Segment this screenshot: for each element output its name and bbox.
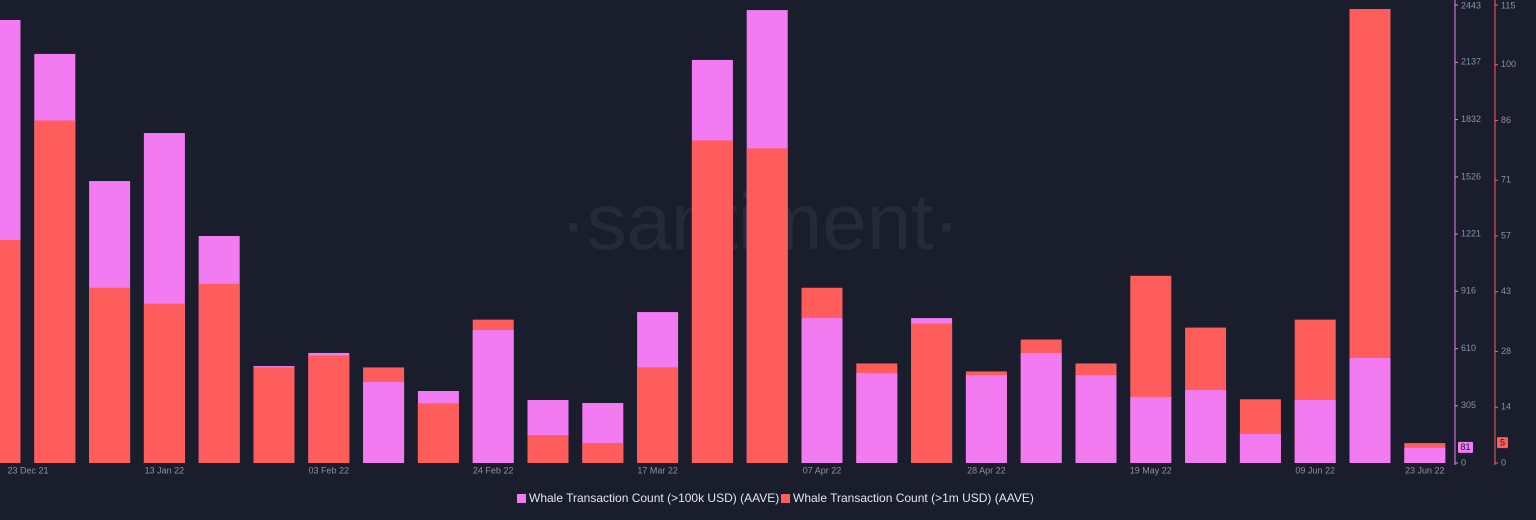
last-value-tag [1458, 441, 1473, 453]
bar [527, 435, 569, 463]
bar [1020, 352, 1062, 463]
legend-swatch [517, 494, 526, 503]
bar [746, 148, 788, 464]
legend-swatch [781, 494, 790, 503]
legend-label: Whale Transaction Count (>100k USD) (AAV… [529, 491, 779, 505]
bar [1239, 433, 1281, 463]
y-tick-label: 916 [1461, 286, 1476, 296]
y-tick-label: 2443 [1461, 0, 1481, 10]
x-tick-label: 23 Jun 22 [1405, 465, 1445, 475]
legend-label: Whale Transaction Count (>1m USD) (AAVE) [793, 491, 1034, 505]
y-tick-label: 1526 [1461, 171, 1481, 181]
bar [143, 303, 185, 463]
bar [1294, 400, 1336, 463]
last-value-tag [1497, 437, 1508, 449]
bar [637, 367, 679, 463]
y2-tick-label: 115 [1501, 0, 1515, 10]
y-tick-label: 1832 [1461, 114, 1481, 124]
bar [582, 443, 624, 463]
bar [911, 323, 953, 463]
y2-tick-label: 0 [1501, 457, 1506, 467]
bar [965, 375, 1007, 463]
bars [0, 8, 1446, 464]
bar [363, 382, 405, 463]
bar [856, 373, 898, 463]
bar [198, 283, 240, 463]
y-tick-label: 610 [1461, 343, 1476, 353]
x-tick-label: 19 May 22 [1130, 465, 1172, 475]
x-tick-label: 17 Mar 22 [637, 465, 678, 475]
bar [472, 330, 514, 463]
bar [1185, 390, 1227, 463]
bar [801, 318, 843, 463]
bar [308, 355, 350, 463]
y2-tick-label: 57 [1501, 230, 1511, 240]
legend: Whale Transaction Count (>100k USD) (AAV… [517, 491, 1034, 505]
bar [89, 287, 131, 463]
y2-tick-label: 14 [1501, 402, 1511, 412]
y-tick-label: 0 [1461, 457, 1466, 467]
y2-tick-label: 43 [1501, 286, 1511, 296]
x-tick-label: 13 Jan 22 [145, 465, 185, 475]
y-tick-label: 305 [1461, 400, 1476, 410]
bar [34, 120, 76, 463]
bar [1075, 375, 1117, 463]
y2-tick-label: 86 [1501, 115, 1511, 125]
bar [417, 403, 459, 463]
bar [1404, 447, 1446, 463]
y2-tick-label: 100 [1501, 59, 1516, 69]
y-tick-label: 2137 [1461, 57, 1481, 67]
bar [253, 367, 295, 463]
x-tick-label: 03 Feb 22 [309, 465, 350, 475]
x-tick-label: 23 Dec 21 [7, 465, 48, 475]
y2-tick-label: 71 [1501, 175, 1511, 185]
y2-tick-label: 28 [1501, 346, 1511, 356]
x-tick-label: 24 Feb 22 [473, 465, 514, 475]
last-value-label: 81 [1460, 442, 1470, 452]
x-tick-label: 28 Apr 22 [967, 465, 1006, 475]
last-value-label: 5 [1500, 437, 1505, 447]
bar [691, 140, 733, 463]
x-tick-label: 07 Apr 22 [803, 465, 842, 475]
bar [1130, 397, 1172, 463]
bar [0, 239, 21, 463]
bar [1349, 358, 1391, 463]
y-tick-label: 1221 [1461, 228, 1481, 238]
x-tick-label: 09 Jun 22 [1295, 465, 1335, 475]
